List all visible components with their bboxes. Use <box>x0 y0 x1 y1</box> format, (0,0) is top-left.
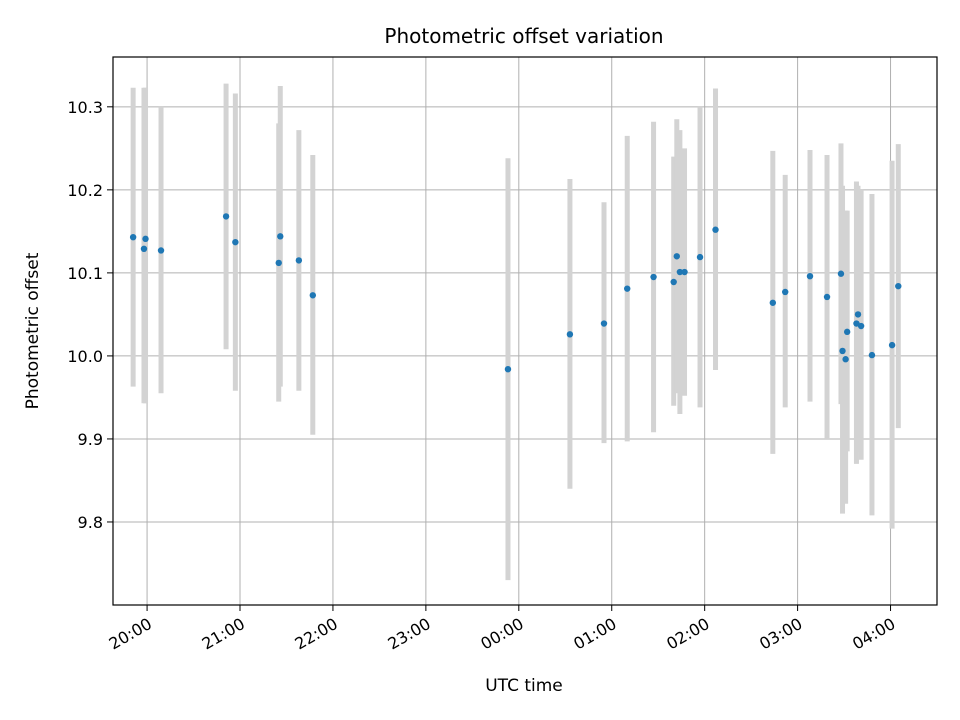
plot-frame <box>112 56 938 606</box>
data-point <box>650 273 657 281</box>
data-point <box>895 282 902 290</box>
data-point <box>782 288 789 296</box>
data-point <box>854 311 862 318</box>
data-point <box>232 238 239 246</box>
data-point <box>566 331 574 338</box>
data-point <box>600 320 608 327</box>
data-point <box>673 253 680 260</box>
y-axis-ticks: 9.8 9.9 10.0 10.1 10.2 10.3 <box>67 98 113 532</box>
data-point <box>504 365 512 373</box>
y-tick-label: 10.3 <box>67 98 103 117</box>
y-tick-label: 10.0 <box>67 347 103 366</box>
data-point <box>857 322 865 330</box>
y-axis-label: Photometric offset <box>23 252 43 409</box>
x-axis-label: UTC time <box>485 676 563 696</box>
data-point <box>670 278 677 286</box>
data-point <box>837 270 845 277</box>
data-point <box>140 245 148 252</box>
chart-title: Photometric offset variation <box>384 24 663 48</box>
data-point <box>275 259 282 267</box>
data-point <box>769 299 777 306</box>
grid <box>113 57 937 605</box>
data-point <box>696 253 704 261</box>
data-point <box>157 247 165 254</box>
data-point <box>277 233 284 240</box>
data-point <box>839 347 846 355</box>
data-point <box>142 235 149 243</box>
data-point <box>823 293 831 301</box>
data-point <box>842 356 849 363</box>
y-tick-label: 10.1 <box>67 264 103 283</box>
data-points <box>129 213 902 373</box>
data-point <box>624 285 631 292</box>
data-point <box>676 268 684 276</box>
data-point <box>843 328 851 336</box>
data-point <box>888 341 896 349</box>
y-tick-label: 10.2 <box>67 181 103 200</box>
data-point <box>129 233 137 241</box>
y-tick-label: 9.9 <box>78 430 103 449</box>
data-point <box>222 213 230 220</box>
data-point <box>295 257 303 264</box>
y-tick-label: 9.8 <box>78 513 103 532</box>
data-point <box>309 292 317 299</box>
data-point <box>868 351 876 359</box>
data-point <box>806 273 814 280</box>
data-point <box>681 268 688 276</box>
data-point <box>712 226 719 233</box>
